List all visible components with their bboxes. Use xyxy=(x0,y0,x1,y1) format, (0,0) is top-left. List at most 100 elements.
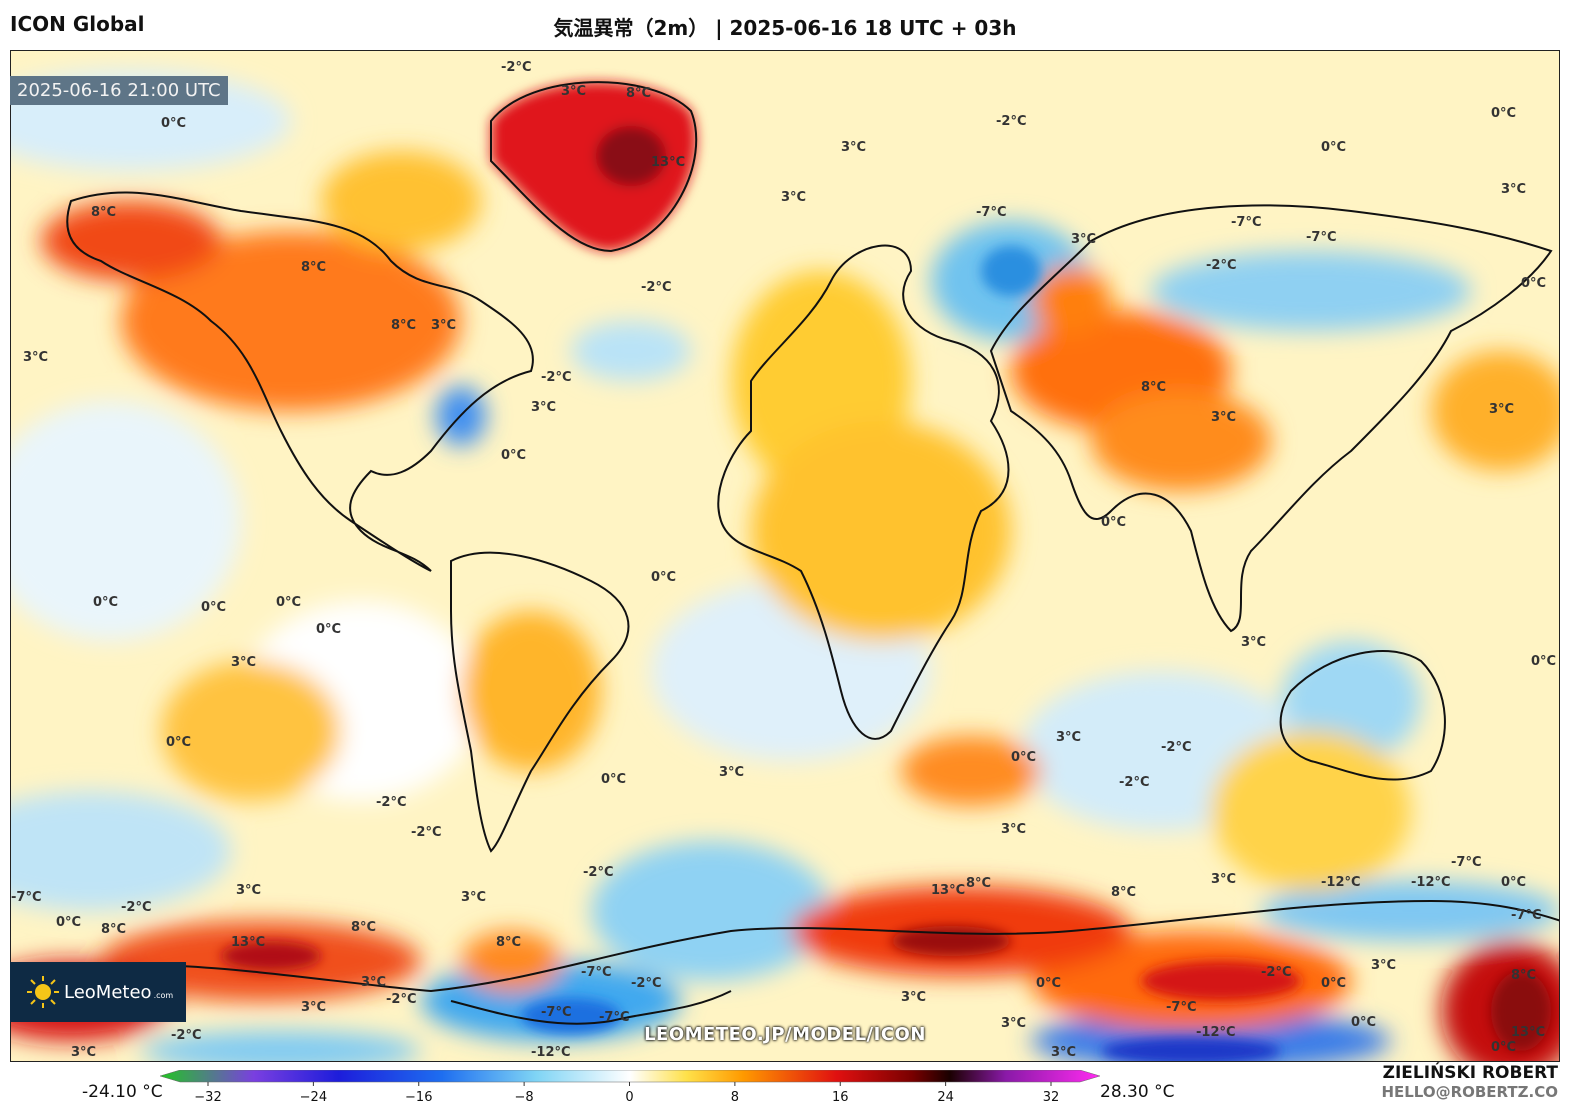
colorbar-tick-label: −32 xyxy=(194,1090,221,1105)
contour-label: -7°C xyxy=(541,1005,571,1020)
contour-label: 3°C xyxy=(1001,822,1026,837)
contour-label: 8°C xyxy=(1511,968,1536,983)
contour-label: 8°C xyxy=(391,318,416,333)
contour-label: -7°C xyxy=(1451,855,1481,870)
contour-label: 8°C xyxy=(966,876,991,891)
contour-label: 0°C xyxy=(201,600,226,615)
contour-label: 3°C xyxy=(431,318,456,333)
contour-label: 3°C xyxy=(901,990,926,1005)
contour-label: 0°C xyxy=(161,116,186,131)
contour-label: 0°C xyxy=(1101,515,1126,530)
contour-label: -2°C xyxy=(641,280,671,295)
contour-label: 3°C xyxy=(719,765,744,780)
contour-label: 3°C xyxy=(1071,232,1096,247)
contour-label: 8°C xyxy=(301,260,326,275)
contour-label: -2°C xyxy=(386,992,416,1007)
contour-label: -2°C xyxy=(631,976,661,991)
contour-label: 3°C xyxy=(461,890,486,905)
colorbar-tick-label: 24 xyxy=(937,1090,954,1105)
contour-label: -12°C xyxy=(531,1045,571,1060)
contour-label: 0°C xyxy=(1351,1015,1376,1030)
contour-label: 3°C xyxy=(1371,958,1396,973)
contour-label: 3°C xyxy=(531,400,556,415)
author-credit: ZIELIŃSKI ROBERT HELLO@ROBERTZ.CO xyxy=(1381,1064,1558,1102)
author-email[interactable]: HELLO@ROBERTZ.CO xyxy=(1381,1083,1558,1101)
contour-label: 3°C xyxy=(1489,402,1514,417)
contour-label: -7°C xyxy=(11,890,41,905)
contour-label: -2°C xyxy=(1119,775,1149,790)
contour-label: 3°C xyxy=(301,1000,326,1015)
contour-label: -7°C xyxy=(599,1010,629,1025)
contour-label: 3°C xyxy=(231,655,256,670)
contour-label: 3°C xyxy=(1241,635,1266,650)
colorbar-tick-label: 32 xyxy=(1043,1090,1060,1105)
contour-label: -2°C xyxy=(583,865,613,880)
contour-label: -12°C xyxy=(1321,875,1361,890)
colorbar-min-value: -24.10 °C xyxy=(82,1082,163,1102)
colorbar-tick-label: 0 xyxy=(625,1090,633,1105)
contour-label: -2°C xyxy=(1206,258,1236,273)
contour-label: 0°C xyxy=(501,448,526,463)
contour-label: 8°C xyxy=(1141,380,1166,395)
contour-label: 8°C xyxy=(91,205,116,220)
colorbar-ticks: −32 −24 −16 −8 0 8 16 24 32 xyxy=(194,1082,1059,1105)
contour-labels: -2°C 0°C 3°C 8°C 13°C 8°C 8°C 8°C 3°C -2… xyxy=(11,60,1556,1060)
contour-label: 0°C xyxy=(316,622,341,637)
contour-label: 8°C xyxy=(101,922,126,937)
contour-label: 13°C xyxy=(231,935,265,950)
colorbar: −32 −24 −16 −8 0 8 16 24 32 xyxy=(160,1070,1100,1105)
contour-label: -2°C xyxy=(121,900,151,915)
map-title: 気温異常（2m） | 2025-06-16 18 UTC + 03h xyxy=(553,16,1017,40)
contour-label: 3°C xyxy=(1001,1016,1026,1031)
contour-label: 3°C xyxy=(71,1045,96,1060)
contour-label: 13°C xyxy=(651,155,685,170)
contour-label: -7°C xyxy=(581,965,611,980)
colorbar-tick-label: −24 xyxy=(300,1090,327,1105)
contour-label: 0°C xyxy=(651,570,676,585)
contour-label: -7°C xyxy=(976,205,1006,220)
contour-label: 3°C xyxy=(561,84,586,99)
logo-brand: LeoMeteo xyxy=(64,981,152,1003)
contour-label: -7°C xyxy=(1166,1000,1196,1015)
contour-label: 0°C xyxy=(601,772,626,787)
colorbar-tick-label: 16 xyxy=(832,1090,849,1105)
contour-label: 0°C xyxy=(1491,106,1516,121)
contour-label: 3°C xyxy=(23,350,48,365)
contour-label: 3°C xyxy=(841,140,866,155)
map-canvas: -2°C 0°C 3°C 8°C 13°C 8°C 8°C 8°C 3°C -2… xyxy=(11,51,1559,1061)
colorbar-tick-label: −16 xyxy=(405,1090,432,1105)
contour-label: 3°C xyxy=(781,190,806,205)
contour-label: 3°C xyxy=(1211,872,1236,887)
author-name: ZIELIŃSKI ROBERT xyxy=(1382,1063,1558,1083)
anomaly-map: -2°C 0°C 3°C 8°C 13°C 8°C 8°C 8°C 3°C -2… xyxy=(10,50,1560,1062)
contour-label: 3°C xyxy=(236,883,261,898)
contour-label: -2°C xyxy=(411,825,441,840)
colorbar-tick-label: 8 xyxy=(731,1090,739,1105)
contour-label: 0°C xyxy=(1521,276,1546,291)
contour-label: 3°C xyxy=(1501,182,1526,197)
sun-icon xyxy=(27,976,59,1008)
contour-label: 3°C xyxy=(1056,730,1081,745)
contour-label: -12°C xyxy=(1411,875,1451,890)
contour-label: 8°C xyxy=(1111,885,1136,900)
site-url[interactable]: LEOMETEO.JP/MODEL/ICON xyxy=(644,1024,926,1045)
contour-label: -7°C xyxy=(1306,230,1336,245)
leometeo-logo[interactable]: LeoMeteo .com xyxy=(10,962,186,1022)
contour-label: 0°C xyxy=(1321,976,1346,991)
contour-label: 8°C xyxy=(626,86,651,101)
contour-label: 8°C xyxy=(496,935,521,950)
contour-label: 3°C xyxy=(1051,1045,1076,1060)
contour-label: 0°C xyxy=(166,735,191,750)
contour-label: -2°C xyxy=(1161,740,1191,755)
contour-label: 0°C xyxy=(1491,1040,1516,1055)
colorbar-tick-label: −8 xyxy=(515,1090,534,1105)
contour-label: -2°C xyxy=(541,370,571,385)
logo-brand-suffix: .com xyxy=(153,990,174,1000)
contour-label: -2°C xyxy=(501,60,531,75)
coastlines xyxy=(11,81,1559,1025)
contour-label: 0°C xyxy=(1036,976,1061,991)
contour-label: 0°C xyxy=(1321,140,1346,155)
contour-label: -7°C xyxy=(1511,908,1541,923)
contour-label: 0°C xyxy=(93,595,118,610)
contour-label: 8°C xyxy=(351,920,376,935)
